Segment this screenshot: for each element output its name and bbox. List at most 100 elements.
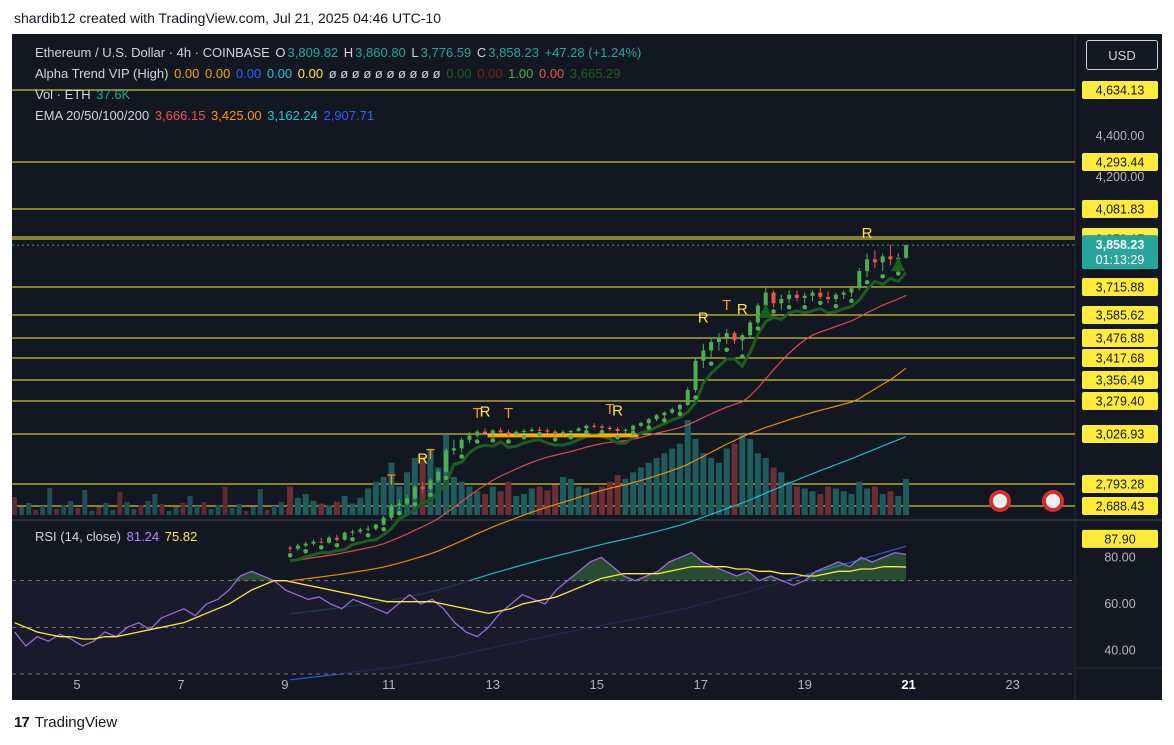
ema-title[interactable]: EMA 20/50/100/200 xyxy=(35,108,150,123)
volume-bar xyxy=(180,503,186,515)
trend-dot xyxy=(646,425,652,430)
ohlc-open: 3,809.82 xyxy=(287,45,339,60)
candle-body xyxy=(490,430,495,434)
signal-marker: R xyxy=(417,450,428,467)
candle-body xyxy=(709,342,714,351)
volume-bar xyxy=(117,492,123,515)
candle-body xyxy=(771,292,776,304)
candle-body xyxy=(740,335,745,341)
volume-bar xyxy=(544,490,551,515)
candle-body xyxy=(560,432,565,434)
volume-bar xyxy=(341,496,348,515)
trend-dot xyxy=(396,510,402,516)
trend-dot xyxy=(490,438,496,443)
candle-body xyxy=(381,517,386,525)
time-axis-tick: 17 xyxy=(694,677,708,692)
level-label-background xyxy=(1082,306,1158,324)
trend-dot xyxy=(350,536,355,542)
volume-title[interactable]: Vol · ETH xyxy=(35,87,91,102)
alpha-trend-title[interactable]: Alpha Trend VIP (High) xyxy=(35,66,169,81)
volume-bar xyxy=(879,494,886,515)
signal-marker: R xyxy=(737,301,748,318)
trend-dot xyxy=(381,526,386,532)
candle-body xyxy=(607,427,612,430)
level-label: 4,081.83 xyxy=(1096,203,1145,217)
ema-value: 3,162.24 xyxy=(267,108,322,123)
candle-body xyxy=(615,429,620,431)
currency-button[interactable]: USD xyxy=(1086,40,1158,70)
trend-dot xyxy=(428,492,433,498)
symbol-title[interactable]: Ethereum / U.S. Dollar · 4h · COINBASE xyxy=(35,45,270,60)
trend-dot xyxy=(880,274,885,279)
time-axis-tick: 23 xyxy=(1005,677,1019,692)
volume-bar xyxy=(33,510,39,515)
candle-body xyxy=(397,503,402,506)
trend-dot xyxy=(599,429,605,435)
trend-dot xyxy=(708,361,714,366)
signal-marker: T xyxy=(605,401,614,418)
alpha-trend-value: 0.00 xyxy=(174,66,203,81)
legend-rsi[interactable]: RSI (14, close) 81.24 75.82 xyxy=(35,529,201,544)
volume-bar xyxy=(404,472,411,515)
legend-volume[interactable]: Vol · ETH 37.6K xyxy=(35,87,132,102)
candle-body xyxy=(319,541,324,543)
legend-ema[interactable]: EMA 20/50/100/200 3,666.15 3,425.00 3,16… xyxy=(35,108,378,123)
volume-bar xyxy=(357,497,364,515)
volume-bar xyxy=(653,458,660,515)
trend-dot xyxy=(303,548,308,554)
tradingview-footer[interactable]: 17 TradingView xyxy=(14,714,117,731)
candle-body xyxy=(662,412,667,416)
volume-bar xyxy=(715,462,722,515)
trend-dot xyxy=(506,439,511,444)
ohlc-change: +47.28 (+1.24%) xyxy=(544,45,642,60)
level-label: 3,585.62 xyxy=(1096,309,1145,323)
volume-bar xyxy=(278,502,284,515)
candle-body xyxy=(638,423,643,426)
ohlc-close: 3,858.23 xyxy=(488,45,539,60)
candle-body xyxy=(880,256,885,263)
trend-dot xyxy=(817,300,823,306)
candle-body xyxy=(459,439,464,449)
candle-body xyxy=(623,429,628,431)
volume-bar xyxy=(614,475,621,515)
chart-canvas[interactable]: 4,634.134,293.444,081.833,945.023,879.17… xyxy=(12,34,1162,700)
candle-body xyxy=(303,543,308,546)
time-axis-tick: 19 xyxy=(797,677,811,692)
volume-bar xyxy=(302,494,309,515)
rsi-axis-tick: 80.00 xyxy=(1104,550,1135,564)
volume-bar xyxy=(372,481,379,515)
volume-bar xyxy=(194,506,200,515)
chart-frame[interactable]: 4,634.134,293.444,081.833,945.023,879.17… xyxy=(12,34,1162,700)
volume-bar xyxy=(187,496,193,515)
last-price-label-background xyxy=(1082,235,1158,270)
legend-symbol[interactable]: Ethereum / U.S. Dollar · 4h · COINBASE O… xyxy=(35,45,643,60)
level-label: 3,715.88 xyxy=(1096,281,1145,295)
tradingview-brand: TradingView xyxy=(34,714,118,731)
legend-alpha-trend[interactable]: Alpha Trend VIP (High) 0.00 0.00 0.00 0.… xyxy=(35,66,625,81)
trend-dot xyxy=(443,475,449,481)
volume-bar xyxy=(856,481,863,515)
volume-bar xyxy=(103,503,109,515)
buy-arrow-icon xyxy=(891,257,906,272)
volume-bar xyxy=(903,478,910,515)
candle-body xyxy=(483,431,488,434)
volume-bar xyxy=(222,487,228,515)
time-axis-tick: 5 xyxy=(73,677,80,692)
volume-bar xyxy=(739,434,746,515)
alpha-trend-value: 0.00 xyxy=(266,66,296,81)
volume-bar xyxy=(250,507,256,515)
volume-bar xyxy=(201,502,207,515)
candle-body xyxy=(677,404,682,410)
candle-body xyxy=(444,450,449,472)
volume-bar xyxy=(466,486,473,515)
volume-bar xyxy=(61,505,67,515)
level-label-background xyxy=(1082,497,1158,515)
candle-body xyxy=(342,532,347,540)
level-label: 2,688.43 xyxy=(1096,500,1145,514)
rsi-title[interactable]: RSI (14, close) xyxy=(35,529,121,544)
volume-bar xyxy=(676,443,683,515)
trend-dot xyxy=(864,279,870,285)
level-label-background xyxy=(1082,329,1158,347)
candle-body xyxy=(755,305,760,323)
candle-body xyxy=(693,360,698,390)
